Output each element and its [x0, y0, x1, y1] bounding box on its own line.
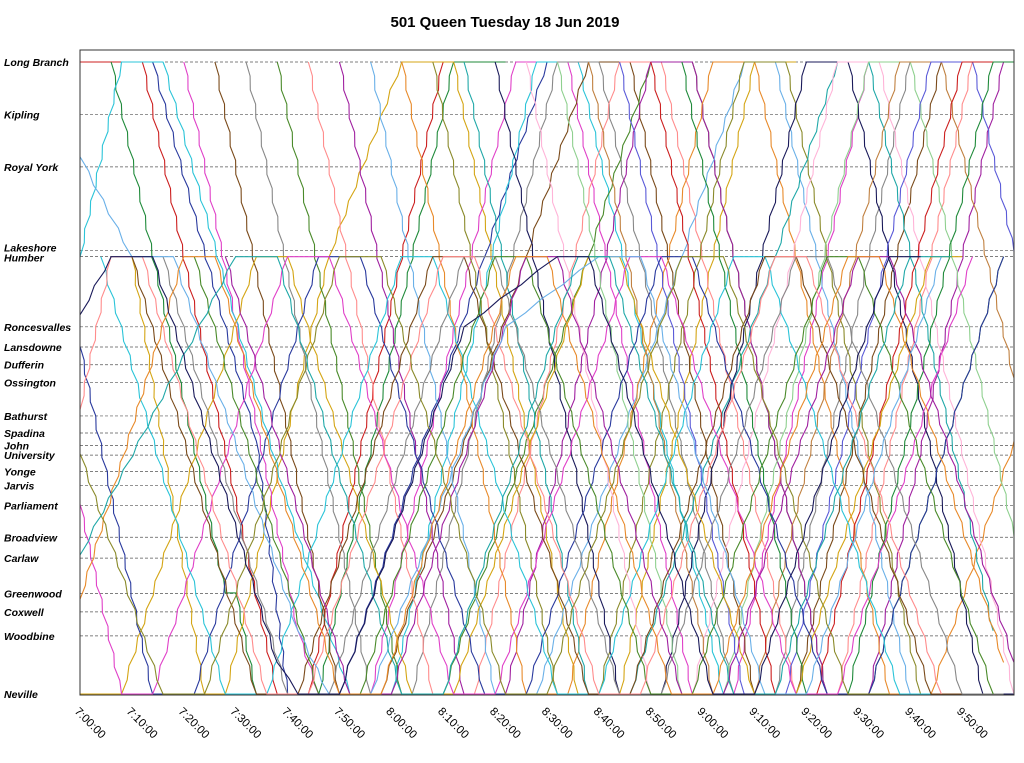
stop-label-5: Roncesvalles [4, 322, 71, 334]
trip-line-4 [183, 61, 870, 695]
time-tick-4: 7:40:00 [279, 706, 315, 742]
trip-line-25 [100, 256, 942, 695]
chart-title: 501 Queen Tuesday 18 Jun 2019 [390, 14, 619, 31]
stop-label-8: Ossington [4, 377, 56, 389]
stop-label-6: Lansdowne [4, 342, 62, 354]
stop-label-13: Yonge [4, 467, 36, 479]
trip-line-35 [79, 256, 921, 695]
trip-line-16 [525, 61, 1015, 695]
trip-line-34 [79, 256, 952, 695]
stop-label-12: University [4, 450, 56, 462]
trip-line-6 [214, 61, 942, 695]
trip-line-33 [79, 256, 890, 695]
stop-label-19: Coxwell [4, 607, 45, 619]
trip-line-26 [131, 256, 973, 695]
time-tick-15: 9:30:00 [850, 706, 886, 742]
time-tick-12: 9:00:00 [695, 706, 731, 742]
trip-line-31 [79, 156, 942, 695]
trip-line-0 [80, 61, 485, 695]
stop-label-21: Neville [4, 689, 38, 701]
trip-line-11 [370, 61, 952, 695]
trip-line-28 [193, 256, 994, 695]
time-tick-2: 7:20:00 [176, 706, 212, 742]
trip-line-30 [224, 256, 1015, 695]
trip-line-14 [463, 61, 994, 695]
trip-line-32 [79, 256, 1005, 695]
stop-label-7: Dufferin [4, 360, 44, 372]
trip-line-13 [432, 61, 963, 695]
stop-label-16: Broadview [4, 532, 58, 544]
time-tick-0: 7:00:00 [72, 706, 108, 742]
stop-label-0: Long Branch [4, 57, 69, 69]
stop-labels: Long Branch Kipling Royal York LakeshoreHum… [4, 57, 71, 701]
trip-line-19 [619, 61, 1015, 695]
trip-line-23 [79, 256, 1005, 695]
stop-label-3: Lakeshore [4, 242, 57, 254]
time-tick-1: 7:10:00 [124, 706, 160, 742]
time-tick-9: 8:30:00 [539, 706, 575, 742]
time-tick-7: 8:10:00 [435, 706, 471, 742]
stop-label-4: Humber [4, 253, 45, 265]
trip-lines [79, 61, 1015, 695]
trip-line-27 [162, 256, 1004, 695]
stop-label-14: Jarvis [4, 480, 35, 492]
trip-line-18 [587, 61, 1015, 695]
stop-label-17: Carlaw [4, 553, 39, 565]
stop-label-18: Greenwood [4, 589, 62, 601]
stop-label-2: Royal York [4, 162, 59, 174]
trip-line-29 [79, 256, 942, 695]
trip-line-10 [338, 61, 1005, 695]
stop-label-20: Woodbine [4, 631, 55, 643]
stop-label-15: Parliament [4, 501, 58, 513]
trip-line-5 [79, 61, 724, 695]
trip-line-22 [80, 256, 963, 695]
time-tick-16: 9:40:00 [902, 706, 938, 742]
time-tick-11: 8:50:00 [643, 706, 679, 742]
stop-label-9: Bathurst [4, 411, 48, 423]
time-tick-labels: 7:00:00 7:10:00 7:20:00 7:30:00 7:40:00 7:50:… [72, 706, 990, 742]
time-tick-8: 8:20:00 [487, 706, 523, 742]
trip-line-2 [131, 61, 797, 695]
stop-label-10: Spadina [4, 428, 45, 440]
time-tick-6: 8:00:00 [383, 706, 419, 742]
time-tick-14: 9:20:00 [798, 706, 834, 742]
time-tick-10: 8:40:00 [591, 706, 627, 742]
time-tick-3: 7:30:00 [228, 706, 264, 742]
trip-line-12 [401, 61, 1015, 695]
plot-frame [79, 49, 1015, 696]
time-tick-13: 9:10:00 [746, 706, 782, 742]
time-tick-5: 7:50:00 [331, 706, 367, 742]
stop-label-1: Kipling [4, 109, 40, 121]
stop-label-11: John [4, 441, 29, 453]
trip-line-17 [556, 61, 1015, 695]
time-tick-17: 9:50:00 [954, 706, 990, 742]
